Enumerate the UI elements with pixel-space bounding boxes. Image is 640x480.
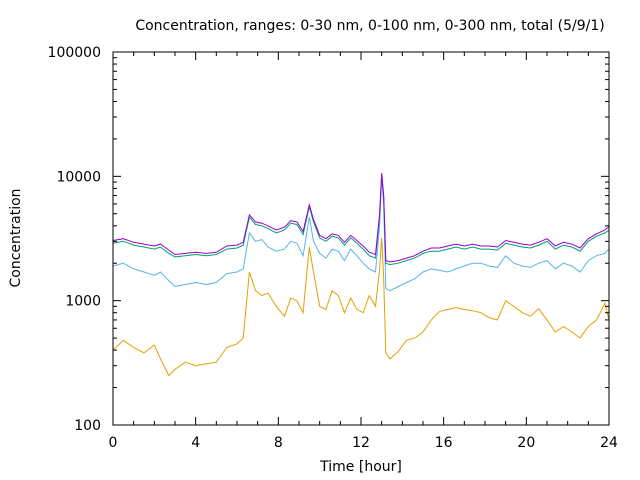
x-tick-label: 12 [352, 435, 370, 451]
x-tick-label: 16 [435, 435, 453, 451]
series-line-total [112, 173, 610, 263]
series-line-0-30-nm [112, 237, 610, 377]
y-axis: 100 1000 10000 100000 [48, 45, 609, 434]
x-axis-label: Time [hour] [319, 459, 402, 475]
x-tick-label: 4 [191, 435, 200, 451]
series-layer [112, 173, 610, 377]
series-line-0-100-nm [112, 177, 610, 292]
y-axis-label: Concentration [8, 188, 24, 287]
x-tick-label: 20 [517, 435, 535, 451]
x-tick-label: 0 [109, 435, 118, 451]
plot-frame [112, 51, 610, 426]
chart-title: Concentration, ranges: 0-30 nm, 0-100 nm… [135, 18, 604, 34]
x-tick-label: 24 [600, 435, 618, 451]
y-tick-label: 100 [74, 418, 101, 434]
y-tick-label: 1000 [65, 294, 101, 310]
series-line-0-300-nm [112, 174, 610, 266]
y-tick-label: 100000 [48, 45, 101, 61]
y-tick-label: 10000 [56, 169, 101, 185]
x-tick-label: 8 [274, 435, 283, 451]
x-axis: 0 4 8 12 16 20 24 [109, 52, 618, 451]
